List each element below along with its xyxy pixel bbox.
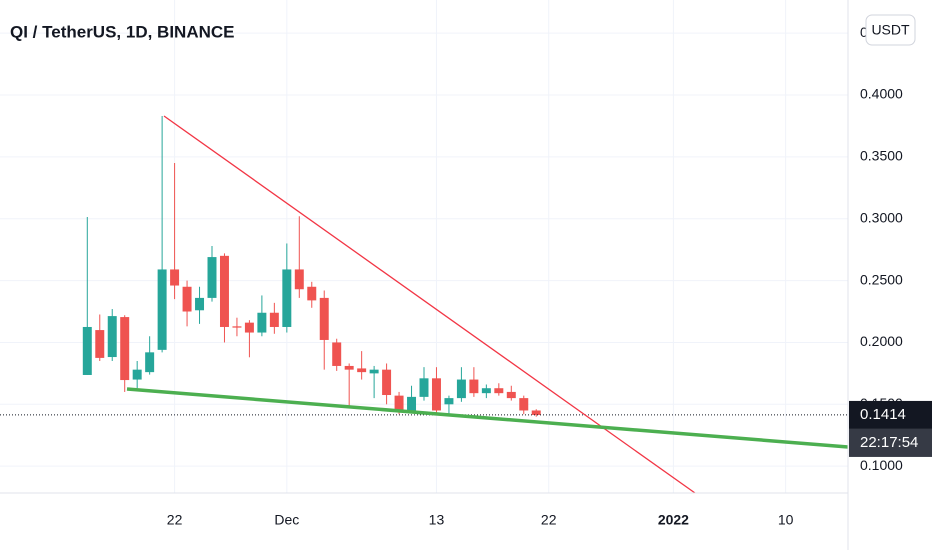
grid <box>0 0 848 493</box>
y-tick-label: 0.2500 <box>860 271 903 287</box>
y-tick-label: 0.2000 <box>860 333 903 349</box>
y-tick-label: 0.4000 <box>860 86 903 102</box>
candle-body <box>481 388 491 394</box>
candle-body <box>170 269 180 286</box>
candle-body <box>494 388 504 394</box>
candle-body <box>469 379 479 394</box>
candle-body <box>257 312 267 333</box>
candle-body <box>506 391 516 399</box>
currency-label[interactable]: USDT <box>871 22 910 38</box>
x-tick-label: 13 <box>429 512 445 528</box>
candle-body <box>207 257 217 298</box>
last-price-label: 0.1414 <box>860 406 906 423</box>
x-tick-label: Dec <box>274 512 299 528</box>
candle-body <box>456 379 466 399</box>
trend-line-upper <box>163 115 696 494</box>
countdown-tag <box>849 428 932 457</box>
candle-body <box>182 286 192 312</box>
currency-button[interactable] <box>865 14 916 46</box>
candle-body <box>431 378 441 411</box>
marks <box>0 116 848 417</box>
candle-body <box>120 317 130 381</box>
candle-body <box>82 326 92 375</box>
candle-body <box>244 322 254 333</box>
candle-body <box>444 398 454 405</box>
candle-body <box>232 326 242 328</box>
candle-body <box>195 297 205 311</box>
candle-body <box>344 365 354 370</box>
candle-body <box>382 369 392 396</box>
candle-body <box>282 269 292 327</box>
candle-body <box>132 369 142 380</box>
last-price-tag <box>849 400 932 429</box>
candle-body <box>319 297 329 340</box>
candle-body <box>307 286 317 301</box>
y-tick-label: 0.3000 <box>860 209 903 225</box>
y-tick-label: 0.3500 <box>860 148 903 164</box>
candle-body <box>107 316 117 358</box>
candle-body <box>145 352 155 373</box>
time-axis-panel <box>0 493 848 550</box>
price-axis-panel <box>848 0 932 550</box>
trend-line-lower <box>126 387 849 449</box>
candle-body <box>407 396 417 411</box>
x-tick-label: 22 <box>541 512 557 528</box>
chart-title: QI / TetherUS, 1D, BINANCE <box>10 22 235 41</box>
x-tick-label: 10 <box>778 512 794 528</box>
candle-body <box>519 398 529 411</box>
candle-body <box>332 342 342 366</box>
candle-body <box>95 330 105 358</box>
candle-body <box>369 369 379 374</box>
candle-body <box>531 410 541 415</box>
candle-body <box>219 255 229 327</box>
candle-body <box>357 368 367 373</box>
axes: 0.10000.15000.20000.25000.30000.35000.40… <box>167 24 932 528</box>
candle-body <box>419 378 429 397</box>
candle-body <box>394 395 404 411</box>
x-tick-label: 2022 <box>658 512 689 528</box>
candle-body <box>269 312 279 327</box>
candle-body <box>294 269 304 290</box>
countdown-label: 22:17:54 <box>860 434 918 451</box>
y-tick-label: 0.1000 <box>860 457 903 473</box>
candle-body <box>157 269 167 350</box>
x-tick-label: 22 <box>167 512 183 528</box>
